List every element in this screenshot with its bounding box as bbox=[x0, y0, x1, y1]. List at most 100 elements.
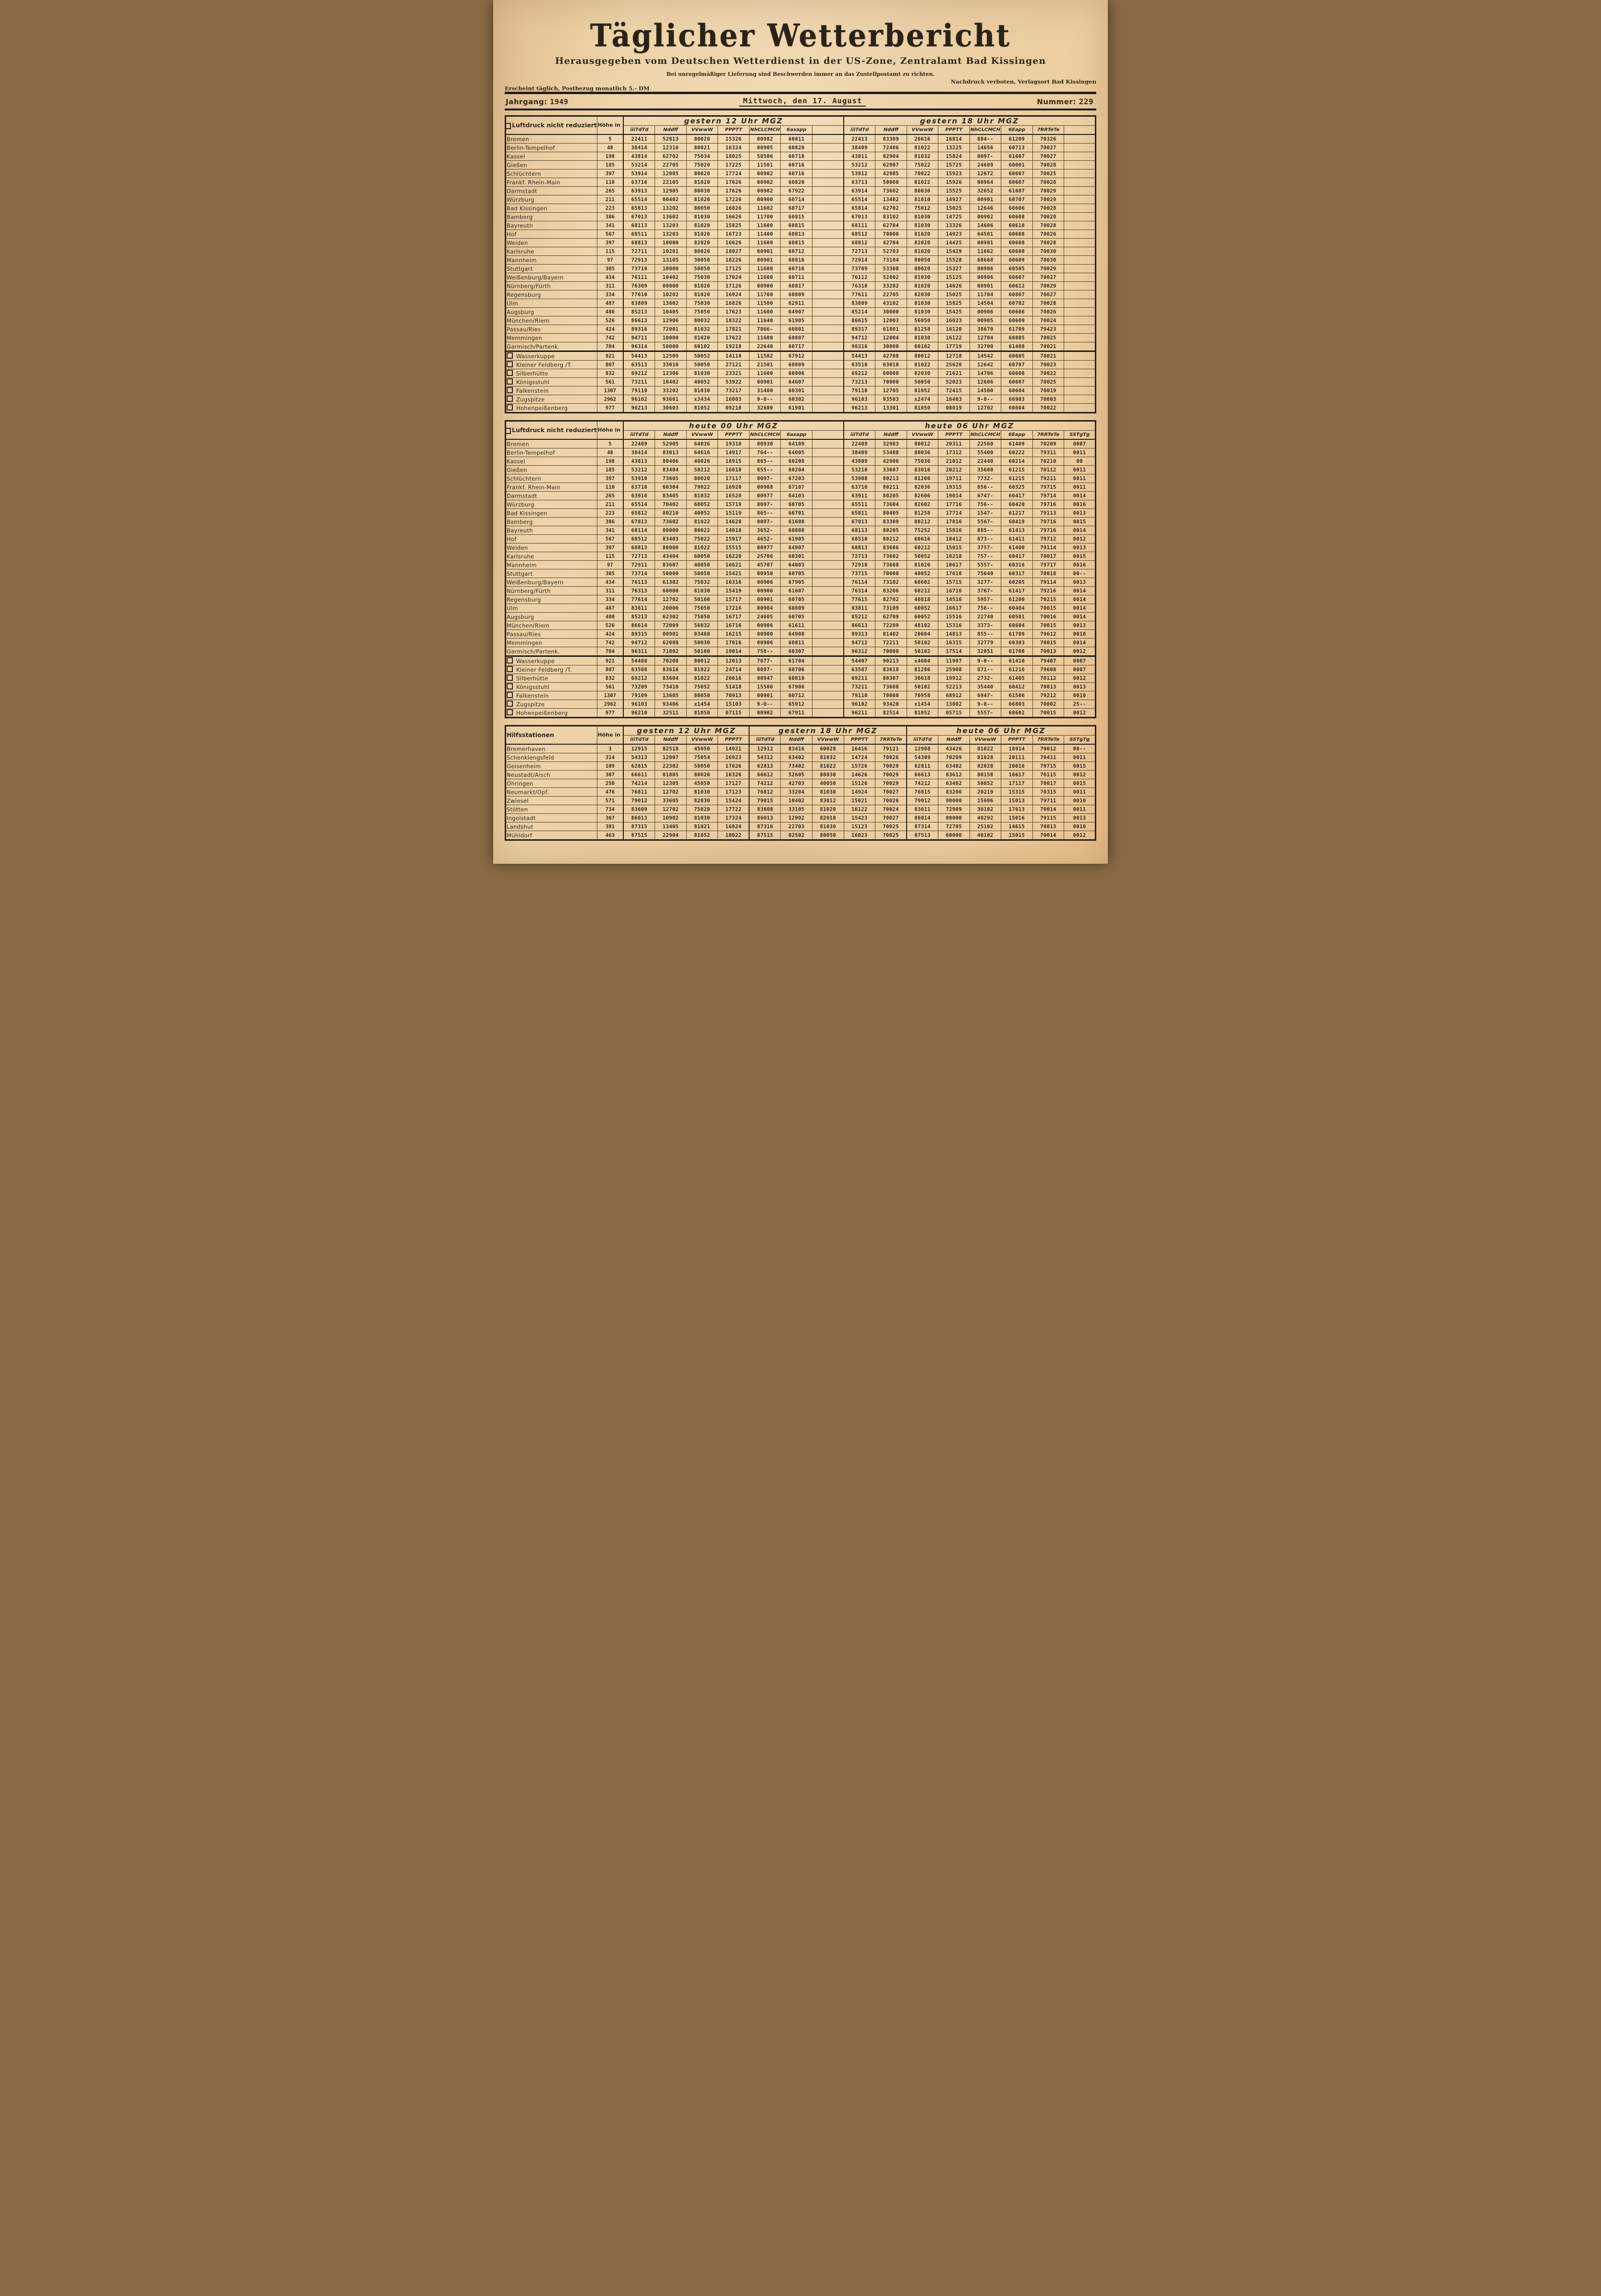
data-cell: 50212 bbox=[686, 465, 718, 474]
data-cell: 60609 bbox=[1001, 316, 1033, 325]
table-row: Wasserkuppe 921 54413 12509 50052 14119 11502 6… bbox=[505, 350, 1096, 361]
data-cell: 16826 bbox=[717, 299, 750, 308]
station-name-label: Würzburg bbox=[507, 501, 534, 508]
data-cell: 32903 bbox=[875, 439, 907, 448]
data-cell: 0097- bbox=[749, 517, 781, 526]
data-cell: 53308 bbox=[875, 264, 907, 273]
subscription-note: Erscheint täglich, Postbezug monatlich 5… bbox=[505, 85, 650, 92]
data-cell bbox=[1064, 212, 1096, 221]
data-cell bbox=[812, 586, 844, 595]
column-code-header: iiiTdTd bbox=[906, 735, 939, 745]
data-cell: 0007 bbox=[1064, 655, 1096, 665]
data-cell: 81030 bbox=[812, 822, 844, 831]
data-cell: 63508 bbox=[623, 665, 655, 674]
data-cell: 20016 bbox=[1001, 761, 1033, 771]
table-row: Gießen 185 53214 22705 75020 17225 11501 60716 5… bbox=[505, 160, 1096, 169]
table-row: Stötten 734 83609 12702 75020 17722 83608 33105… bbox=[505, 805, 1096, 814]
checkbox-icon bbox=[507, 692, 513, 698]
station-name-label: Weiden bbox=[507, 544, 528, 551]
station-height: 807 bbox=[596, 360, 624, 369]
data-cell: 83016 bbox=[906, 465, 939, 474]
data-cell: 18914 bbox=[1001, 744, 1033, 753]
data-cell: 10000 bbox=[655, 238, 687, 247]
data-cell: 17225 bbox=[717, 160, 750, 169]
data-cell: 68912 bbox=[938, 691, 970, 700]
data-cell: 14921 bbox=[717, 744, 750, 753]
data-cell: 0014 bbox=[1064, 612, 1096, 621]
data-cell: 00901 bbox=[969, 195, 1002, 204]
column-code-header: iiiTdTd bbox=[843, 125, 876, 135]
data-cell: 15015 bbox=[938, 543, 970, 552]
data-cell: 17024 bbox=[717, 273, 750, 282]
data-cell: 60501 bbox=[1001, 612, 1033, 621]
data-cell: 52905 bbox=[655, 439, 687, 448]
data-cell: 15506 bbox=[749, 682, 781, 691]
data-cell bbox=[1064, 255, 1096, 265]
data-cell: 68813 bbox=[843, 543, 876, 552]
data-cell: 70026 bbox=[875, 753, 907, 762]
data-cell: 80030 bbox=[906, 186, 939, 195]
data-cell: 70209 bbox=[938, 753, 970, 762]
data-cell bbox=[1064, 134, 1096, 144]
station-name-label: Hohenpeißenberg bbox=[516, 710, 568, 716]
data-cell: 30603 bbox=[655, 403, 687, 413]
data-cell: 20111 bbox=[1001, 753, 1033, 762]
station-name: Falkenstein bbox=[505, 691, 597, 700]
station-height: 341 bbox=[596, 526, 624, 535]
table-row: Darmstadt 265 63913 12905 80030 17626 00902 679… bbox=[505, 186, 1096, 195]
data-cell: 764-- bbox=[749, 448, 781, 457]
data-cell: 16315 bbox=[938, 638, 970, 647]
data-cell: 50050 bbox=[686, 569, 718, 578]
table-row: Wasserkuppe 921 54408 70208 80012 12013 7077- 6… bbox=[505, 655, 1096, 665]
station-name: Schenklengsfeld bbox=[505, 753, 597, 762]
data-cell: 76811 bbox=[623, 787, 655, 797]
data-cell: 11704 bbox=[969, 290, 1002, 299]
data-cell: 62302 bbox=[655, 612, 687, 621]
data-cell: 63713 bbox=[843, 178, 876, 187]
data-cell: 22302 bbox=[655, 761, 687, 771]
station-name: Berlin-Tempelhof bbox=[505, 143, 597, 152]
station-name-label: Weiden bbox=[507, 239, 528, 246]
data-cell: 70402 bbox=[655, 500, 687, 509]
data-cell: 00900 bbox=[749, 195, 781, 204]
data-cell: 70013 bbox=[1032, 822, 1065, 831]
data-cell: 6947- bbox=[969, 691, 1002, 700]
data-cell: 13203 bbox=[655, 221, 687, 230]
data-cell: 0012 bbox=[1064, 708, 1096, 718]
data-cell: 0011 bbox=[1064, 805, 1096, 814]
data-cell: 80000 bbox=[938, 796, 970, 805]
data-cell: 73211 bbox=[843, 682, 876, 691]
data-cell bbox=[812, 483, 844, 492]
data-cell: 53408 bbox=[875, 448, 907, 457]
data-cell: 70021 bbox=[1032, 350, 1065, 361]
data-cell: 10402 bbox=[655, 377, 687, 387]
station-height: 265 bbox=[596, 491, 624, 500]
data-cell: 76114 bbox=[843, 578, 876, 587]
data-cell: 70015 bbox=[1032, 621, 1065, 630]
data-cell: 68510 bbox=[843, 534, 876, 544]
station-name: Hof bbox=[505, 230, 597, 239]
data-cell: 60711 bbox=[780, 273, 813, 282]
data-cell: 81030 bbox=[906, 221, 939, 230]
station-name: Wasserkuppe bbox=[505, 350, 597, 361]
data-cell: 60307 bbox=[780, 647, 813, 656]
data-cell: 12905 bbox=[655, 186, 687, 195]
data-cell: 0013 bbox=[1064, 578, 1096, 587]
data-cell: 79022 bbox=[686, 483, 718, 492]
data-cell: 62811 bbox=[906, 761, 939, 771]
data-cell: 24605 bbox=[749, 612, 781, 621]
data-cell: 70000 bbox=[875, 230, 907, 239]
table-row: Ulm 487 83811 20000 75050 17216 00904 60809 8381… bbox=[505, 604, 1096, 613]
data-cell: 21012 bbox=[938, 457, 970, 466]
data-cell: 72914 bbox=[843, 255, 876, 265]
table-row: Passau/Ries 424 89315 00901 03460 16215 00900 6… bbox=[505, 629, 1096, 639]
data-cell: 85213 bbox=[623, 307, 655, 316]
data-cell: 0014 bbox=[1064, 491, 1096, 500]
data-cell bbox=[812, 604, 844, 613]
data-cell: 00904 bbox=[749, 604, 781, 613]
data-cell: 16826 bbox=[717, 204, 750, 213]
data-cell: 0015 bbox=[1064, 779, 1096, 788]
data-cell: 60820 bbox=[780, 143, 813, 152]
data-cell: 70112 bbox=[1032, 674, 1065, 683]
data-cell: 5557- bbox=[969, 708, 1002, 718]
